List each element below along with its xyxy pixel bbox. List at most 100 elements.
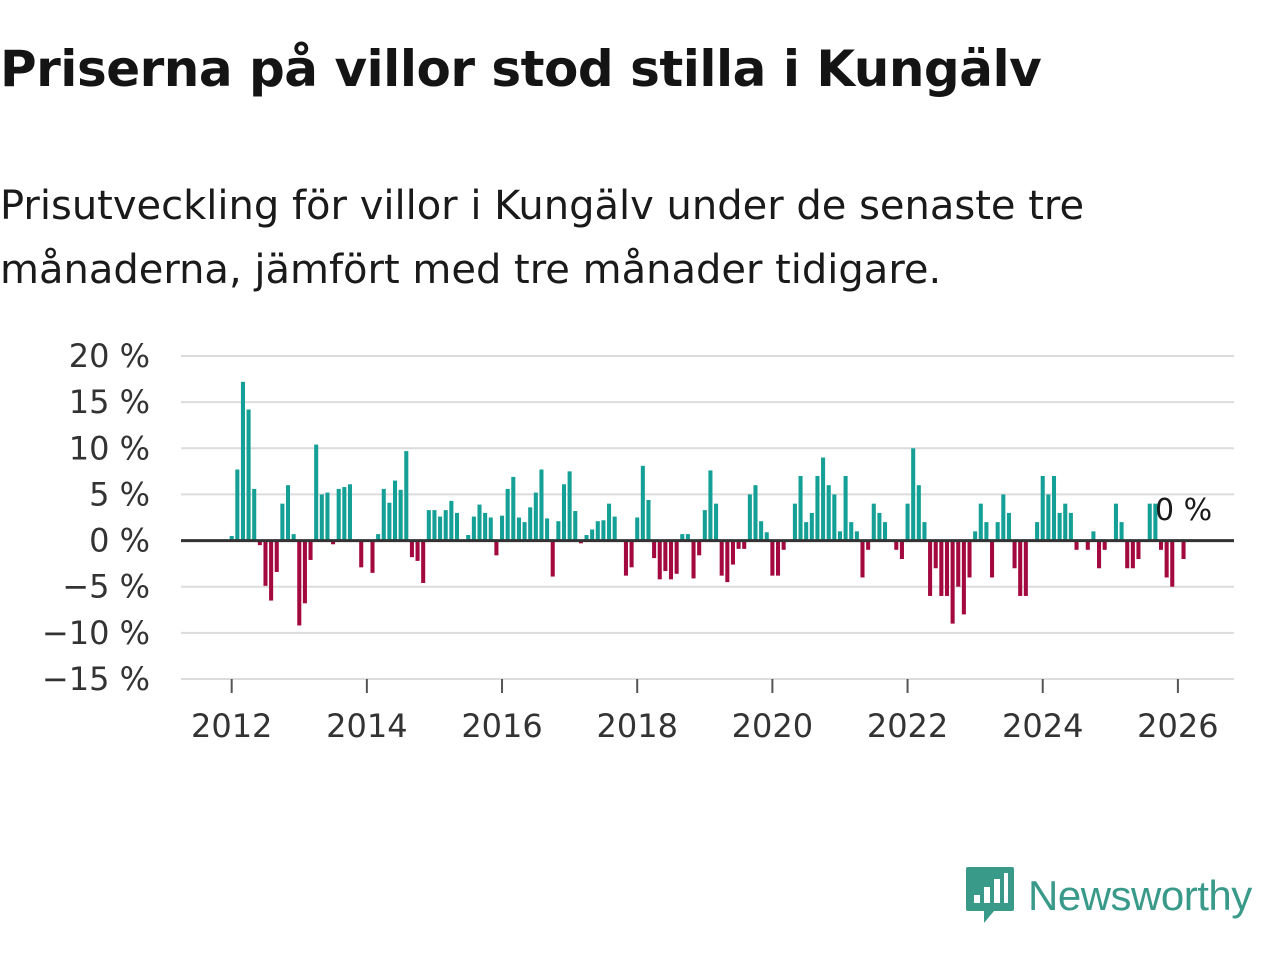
bar [714, 503, 719, 541]
bar [466, 535, 471, 541]
bar [539, 469, 544, 541]
bar [488, 517, 493, 541]
bar [652, 540, 657, 559]
bar [454, 512, 460, 541]
bar [500, 515, 505, 541]
bar [1035, 522, 1040, 541]
chart-title: Priserna på villor stod stilla i Kungälv [0, 40, 1042, 98]
bar [1158, 540, 1164, 550]
bar [381, 488, 386, 541]
bar [522, 522, 527, 541]
bar [607, 503, 612, 541]
bar [759, 521, 764, 541]
bar [680, 534, 685, 541]
bar [798, 475, 803, 541]
bar [1147, 503, 1152, 541]
bar [1051, 475, 1057, 541]
bar [1085, 540, 1090, 550]
bar [860, 540, 865, 578]
bar [730, 540, 735, 565]
bar [573, 511, 578, 541]
bar [742, 540, 747, 549]
bar [928, 540, 933, 596]
y-tick-label: −10 % [42, 614, 150, 652]
bar [1006, 512, 1011, 541]
bar [421, 540, 426, 584]
bar [240, 381, 245, 541]
bar [792, 503, 797, 541]
bar [342, 487, 347, 541]
bar [1153, 503, 1158, 541]
x-tick-label: 2022 [867, 707, 948, 745]
y-tick-label: 15 % [69, 383, 150, 421]
bar [685, 534, 690, 541]
bar [505, 488, 510, 541]
bar [302, 540, 307, 604]
bar [956, 540, 961, 587]
bar [984, 522, 989, 541]
y-tick-label: −15 % [42, 660, 150, 698]
bar [398, 489, 403, 541]
bar [556, 521, 561, 541]
bar [584, 535, 589, 541]
bar [483, 512, 488, 541]
bar [1119, 522, 1124, 541]
bar [663, 540, 668, 572]
bar [905, 503, 910, 541]
bar [674, 540, 679, 574]
bar [590, 529, 595, 541]
bar [246, 409, 251, 541]
bar [629, 540, 634, 568]
bar [257, 540, 262, 546]
bar [1068, 512, 1073, 541]
bar [978, 503, 983, 541]
bar [950, 540, 955, 624]
bar [646, 499, 651, 541]
x-tick-label: 2020 [732, 707, 813, 745]
bar [657, 540, 662, 580]
newsworthy-logo-icon [966, 867, 1014, 923]
bar [285, 485, 291, 541]
bar [359, 540, 364, 568]
bar [477, 504, 482, 541]
x-axis: 2012 2014 2016 2018 2020 2022 2024 2026 [181, 678, 1234, 745]
bar [753, 485, 758, 541]
bar [1001, 494, 1006, 541]
newsworthy-logo: Newsworthy [964, 864, 1252, 928]
bar [595, 521, 600, 541]
bar [1102, 540, 1107, 550]
bar [1130, 540, 1135, 569]
bar [1074, 540, 1079, 550]
bar [263, 540, 268, 586]
bar [623, 540, 628, 576]
last-value-label: 0 % [1155, 493, 1212, 528]
bar [973, 531, 978, 541]
bar [370, 540, 375, 573]
bar [719, 540, 724, 576]
bar [1181, 540, 1186, 560]
y-tick-label: 10 % [69, 429, 150, 467]
bar [545, 518, 550, 541]
bar [471, 516, 476, 541]
bar [511, 476, 516, 541]
bar [747, 494, 752, 541]
bar [809, 512, 814, 541]
bar [899, 540, 904, 560]
bar [821, 457, 826, 541]
bar [708, 470, 713, 541]
bar [894, 540, 899, 550]
bar [229, 535, 234, 541]
bar [736, 540, 741, 549]
bar [933, 540, 938, 569]
bar-chart: 20 %15 %10 %5 %0 %−5 %−10 %−15 % 2012 201… [42, 337, 1234, 745]
x-tick-label: 2016 [461, 707, 542, 745]
y-axis-labels: 20 % 15 % 10 % 5 % 0 % −5 % −10 % −15 % [42, 337, 150, 698]
bar [274, 540, 279, 572]
bar [601, 520, 606, 541]
bar [319, 494, 324, 541]
bar [325, 492, 330, 541]
bar [280, 503, 285, 541]
bar [916, 485, 921, 541]
bar [944, 540, 950, 596]
x-tick-label: 2024 [1002, 707, 1083, 745]
